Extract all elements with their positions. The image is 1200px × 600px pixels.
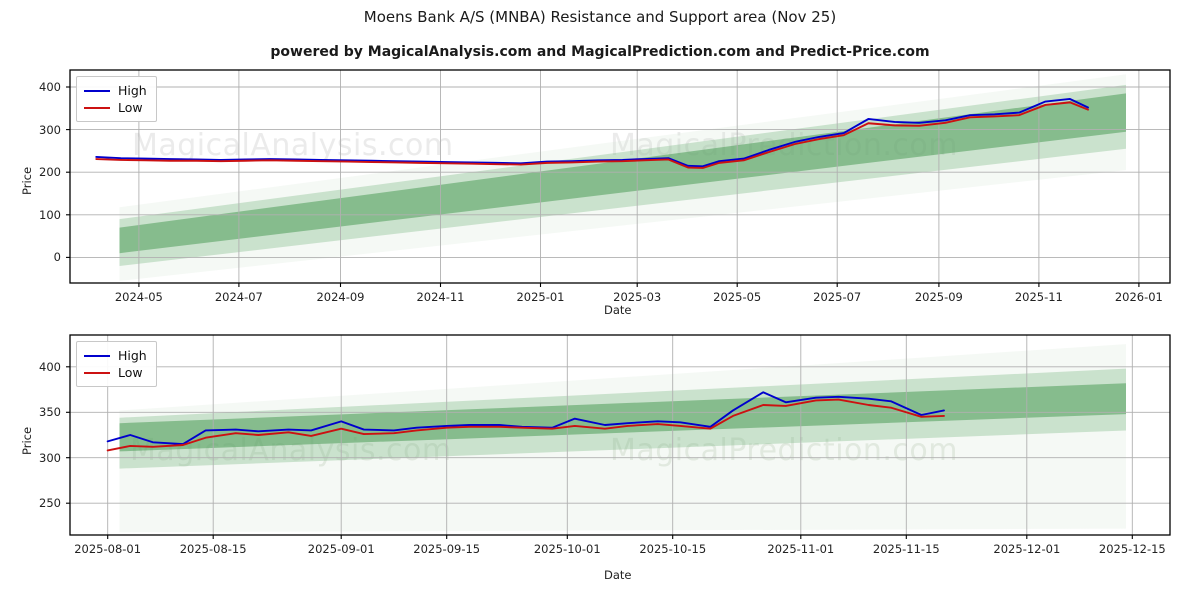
legend-swatch-low-icon <box>84 371 110 374</box>
xtick-label: 2025-09 <box>914 290 963 304</box>
xtick-label: 2025-03 <box>613 290 662 304</box>
xtick-label: 2025-12-15 <box>1098 542 1166 556</box>
ytick-label: 400 <box>39 80 61 95</box>
plot-frame <box>69 69 1171 284</box>
bottom-chart-xlabel: Date <box>604 568 632 582</box>
top-chart-xlabel: Date <box>604 303 632 317</box>
xtick-label: 2025-09-15 <box>413 542 481 556</box>
watermark-top-left: MagicalAnalysis.com <box>132 128 454 163</box>
xtick-label: 2025-11-01 <box>767 542 835 556</box>
xtick-label: 2025-05 <box>713 290 762 304</box>
legend-swatch-high-icon <box>84 89 110 92</box>
series-line-high <box>95 98 1089 168</box>
xtick-label: 2025-07 <box>813 290 862 304</box>
xtick-label: 2025-09-01 <box>307 542 375 556</box>
xtick-label: 2025-08-15 <box>179 542 247 556</box>
xtick-label: 2024-09 <box>316 290 365 304</box>
ytick-label: 100 <box>39 207 61 222</box>
bottom-chart-panel: MagicalAnalysis.com MagicalPrediction.co… <box>66 334 1171 539</box>
xtick-label: 2025-11 <box>1014 290 1063 304</box>
band-outer <box>119 344 1126 533</box>
bottom-chart-legend: High Low <box>76 341 157 387</box>
xtick-label: 2025-12-01 <box>993 542 1061 556</box>
legend-item-high[interactable]: High <box>84 82 147 99</box>
page-title: Moens Bank A/S (MNBA) Resistance and Sup… <box>363 8 837 26</box>
watermark-bottom-right: MagicalPrediction.com <box>610 433 958 468</box>
xtick-label: 2026-01 <box>1114 290 1163 304</box>
band-core <box>119 93 1126 254</box>
xtick-label: 2025-10-15 <box>639 542 707 556</box>
xtick-label: 2024-11 <box>416 290 465 304</box>
xtick-label: 2025-01 <box>516 290 565 304</box>
legend-label: High <box>118 83 147 98</box>
ytick-label: 300 <box>39 450 61 465</box>
legend-swatch-low-icon <box>84 106 110 109</box>
series-line-low <box>106 398 945 452</box>
page-subtitle: powered by MagicalAnalysis.com and Magic… <box>270 44 930 60</box>
top-chart-legend: High Low <box>76 76 157 122</box>
plot-frame <box>69 334 1171 536</box>
legend-item-low[interactable]: Low <box>84 99 147 116</box>
xtick-label: 2025-11-15 <box>872 542 940 556</box>
top-chart-svg <box>66 69 1171 287</box>
ytick-label: 400 <box>39 359 61 374</box>
legend-label: Low <box>118 365 143 380</box>
xtick-label: 2024-05 <box>114 290 163 304</box>
ytick-label: 250 <box>39 496 61 511</box>
ytick-label: 300 <box>39 122 61 137</box>
legend-label: Low <box>118 100 143 115</box>
xtick-label: 2025-08-01 <box>74 542 142 556</box>
ytick-label: 350 <box>39 405 61 420</box>
ytick-label: 0 <box>53 250 61 265</box>
legend-label: High <box>118 348 147 363</box>
xtick-label: 2024-07 <box>214 290 263 304</box>
bottom-chart-svg <box>66 334 1171 539</box>
ytick-label: 200 <box>39 165 61 180</box>
legend-item-low[interactable]: Low <box>84 364 147 381</box>
legend-item-high[interactable]: High <box>84 347 147 364</box>
xtick-label: 2025-10-01 <box>533 542 601 556</box>
top-chart-panel: MagicalAnalysis.com MagicalPrediction.co… <box>66 69 1171 287</box>
series-line-low <box>95 101 1089 169</box>
legend-swatch-high-icon <box>84 354 110 357</box>
